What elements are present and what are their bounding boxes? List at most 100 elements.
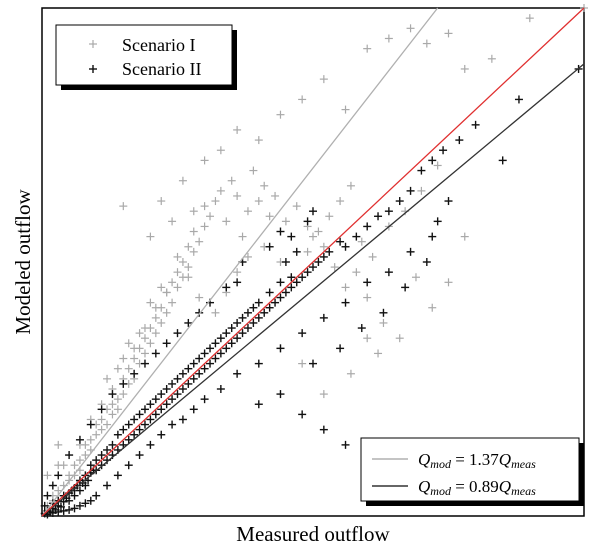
scenario-2-point bbox=[433, 217, 442, 226]
scenario-2-point bbox=[444, 197, 453, 206]
scenario-2-point bbox=[319, 425, 328, 434]
eq1-rhs: Q bbox=[499, 450, 511, 469]
scenario-1-point bbox=[330, 263, 339, 272]
scenario-2-point bbox=[341, 242, 350, 251]
scenario-1-point bbox=[168, 298, 177, 307]
scenario-2-point bbox=[363, 278, 372, 287]
x-axis-label: Measured outflow bbox=[236, 522, 390, 546]
scenario-2-point bbox=[227, 339, 236, 348]
scenario-1-point bbox=[103, 374, 112, 383]
equation-label-1: Qmod = 1.37Qmeas bbox=[418, 450, 536, 471]
scenario-2-point bbox=[75, 501, 84, 510]
scenario-1-point bbox=[319, 242, 328, 251]
scenario-2-point bbox=[178, 385, 187, 393]
scenario-1-point bbox=[363, 293, 372, 302]
scenario-1-point bbox=[525, 14, 534, 23]
scenario-2-point bbox=[200, 364, 209, 373]
scenario-2-point bbox=[103, 445, 112, 454]
legend-marker-scenario-1 bbox=[89, 40, 97, 48]
scenario-1-point bbox=[173, 252, 182, 261]
scenario-1-point bbox=[352, 268, 361, 277]
scenario-2-point bbox=[222, 344, 231, 353]
scenario-1-point bbox=[444, 278, 453, 287]
scenario-1-point bbox=[124, 364, 133, 373]
scenario-2-point bbox=[135, 410, 144, 419]
scenario-1-point bbox=[113, 395, 122, 404]
scenario-1-point bbox=[92, 430, 101, 439]
scenario-2-point bbox=[124, 461, 133, 470]
scenario-1-point bbox=[227, 176, 236, 185]
scenario-2-point bbox=[75, 486, 84, 495]
scenario-1-point bbox=[184, 273, 193, 282]
scenario-1-point bbox=[346, 369, 355, 378]
scenario-2-point bbox=[97, 451, 106, 460]
scenario-1-point bbox=[319, 75, 328, 84]
scenario-1-point bbox=[271, 191, 280, 200]
scenario-2-point bbox=[168, 420, 177, 429]
scenario-1-point bbox=[428, 303, 437, 312]
scenario-1-point bbox=[184, 263, 193, 272]
scenario-1-point bbox=[151, 329, 160, 338]
scenario-2-point bbox=[243, 308, 252, 317]
eq2-rhs-sub: meas bbox=[511, 484, 536, 498]
scenario-2-point bbox=[162, 385, 171, 393]
scenario-2-point bbox=[276, 293, 285, 302]
scenario-2-point bbox=[211, 354, 220, 363]
scenario-1-point bbox=[54, 486, 63, 495]
scenario-1-point bbox=[298, 95, 307, 104]
scenario-1-point bbox=[157, 283, 166, 292]
scenario-2-point bbox=[124, 435, 133, 444]
scenario-1-point bbox=[146, 339, 155, 348]
scenario-1-point bbox=[124, 339, 133, 348]
scenario-2-point bbox=[113, 430, 122, 439]
scenario-2-point bbox=[195, 369, 204, 378]
scenario-2-point bbox=[276, 227, 285, 236]
scenario-2-point bbox=[119, 425, 128, 434]
scenario-1-point bbox=[243, 207, 252, 216]
scenario-2-point bbox=[249, 318, 258, 327]
scenario-2-point bbox=[135, 425, 144, 434]
scenario-1-point bbox=[97, 415, 106, 424]
scenario-2-point bbox=[439, 146, 448, 155]
scenario-1-point bbox=[363, 44, 372, 53]
legend-equations: Qmod = 1.37Qmeas Qmod = 0.89Qmeas bbox=[360, 437, 584, 506]
scenario-1-point bbox=[341, 105, 350, 114]
scenario-1-point bbox=[346, 181, 355, 190]
scenario-2-point bbox=[227, 324, 236, 333]
scenario-1-point bbox=[233, 191, 242, 200]
scenario-2-point bbox=[395, 197, 404, 206]
scenario-2-point bbox=[303, 217, 312, 226]
scenario-2-point bbox=[455, 136, 464, 145]
scenario-1-point bbox=[135, 329, 144, 338]
scenario-2-point bbox=[81, 481, 90, 490]
eq2-lhs-sub: mod bbox=[430, 484, 452, 498]
scenario-2-point bbox=[70, 491, 79, 500]
scenario-2-point bbox=[184, 318, 193, 327]
scenario-2-point bbox=[222, 283, 231, 292]
scenario-2-point bbox=[189, 359, 198, 368]
scenario-2-point bbox=[243, 324, 252, 333]
scenario-1-point bbox=[444, 29, 453, 38]
scenario-1-point bbox=[113, 364, 122, 373]
scenario-2-point bbox=[428, 232, 437, 241]
scenario-2-point bbox=[384, 207, 393, 216]
scenario-2-point bbox=[162, 400, 171, 409]
scenario-1-point bbox=[384, 34, 393, 43]
scenario-1-point bbox=[151, 313, 160, 322]
scenario-2-point bbox=[325, 247, 334, 256]
scenario-2-point bbox=[86, 461, 95, 470]
scenario-2-point bbox=[254, 298, 263, 307]
scenario-2-point bbox=[140, 405, 149, 414]
scenario-2-point bbox=[498, 156, 507, 165]
scenario-1-point bbox=[70, 471, 79, 480]
scenario-1-point bbox=[195, 293, 204, 302]
legend-box bbox=[55, 24, 233, 86]
scenario-1-point bbox=[195, 237, 204, 246]
scenario-1-point bbox=[319, 390, 328, 399]
scenario-1-point bbox=[206, 212, 215, 221]
legend-scenarios: Scenario I Scenario II bbox=[55, 24, 237, 90]
scenario-2-point bbox=[276, 344, 285, 353]
scenario-1-point bbox=[119, 202, 128, 211]
scenario-1-point bbox=[75, 456, 84, 465]
identity-line bbox=[41, 7, 585, 517]
